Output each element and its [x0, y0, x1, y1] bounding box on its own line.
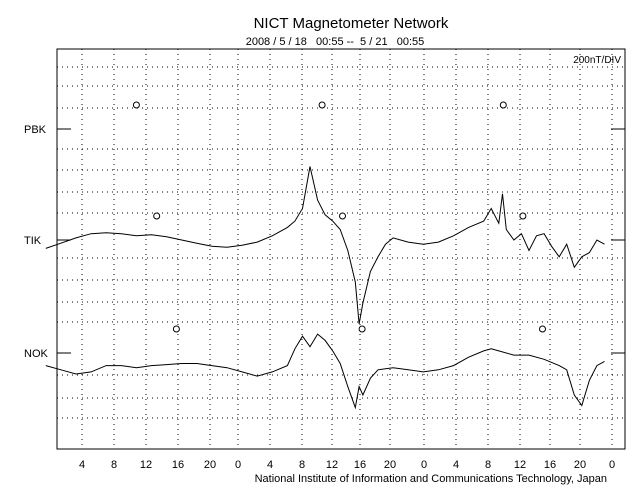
series-pbk: PBK — [24, 101, 625, 136]
grid — [57, 49, 625, 449]
plot-frame — [56, 48, 626, 450]
footer-credit: National Institute of Information and Co… — [255, 473, 607, 485]
x-tick-label: 16 — [354, 459, 366, 471]
series-layer: PBK TIK NOK — [24, 101, 625, 410]
x-tick-labels: 4 8 12 16 20 0 4 8 12 16 20 0 4 8 12 16 20 0 — [79, 459, 615, 471]
noon-marker — [499, 101, 507, 109]
x-tick-label: 4 — [267, 459, 273, 471]
x-tick-label: 0 — [235, 459, 241, 471]
noon-marker — [153, 212, 161, 220]
x-tick-label: 12 — [514, 459, 526, 471]
x-tick-label: 8 — [485, 459, 491, 471]
noon-marker — [172, 325, 180, 333]
series-line — [45, 333, 605, 410]
series-nok: NOK — [24, 325, 625, 410]
series-tik: TIK — [24, 166, 625, 325]
noon-marker — [339, 212, 346, 220]
station-label: TIK — [24, 235, 42, 247]
x-tick-label: 20 — [384, 459, 396, 471]
x-tick-label: 16 — [172, 459, 184, 471]
noon-marker — [132, 101, 140, 109]
chart-title: NICT Magnetometer Network — [254, 15, 449, 32]
scale-label: 200nT/DIV — [573, 55, 621, 66]
station-label: PBK — [24, 124, 47, 136]
noon-marker — [539, 325, 546, 333]
noon-marker — [519, 212, 527, 220]
x-tick-label: 8 — [111, 459, 117, 471]
x-tick-label: 12 — [140, 459, 152, 471]
x-tick-label: 4 — [453, 459, 459, 471]
x-tick-label: 4 — [79, 459, 85, 471]
series-line — [45, 166, 605, 325]
noon-marker — [358, 325, 366, 333]
chart-subtitle: 2008 / 5 / 18 00:55 -- 5 / 21 00:55 — [246, 36, 425, 48]
x-tick-label: 16 — [544, 459, 556, 471]
x-tick-label: 0 — [421, 459, 427, 471]
station-label: NOK — [24, 348, 49, 360]
x-tick-label: 12 — [326, 459, 338, 471]
noon-marker — [318, 101, 326, 109]
x-tick-label: 8 — [299, 459, 305, 471]
x-tick-label: 20 — [574, 459, 586, 471]
x-tick-label: 0 — [609, 459, 615, 471]
x-tick-label: 20 — [204, 459, 216, 471]
